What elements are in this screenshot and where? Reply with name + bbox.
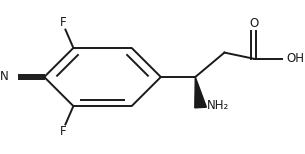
Text: F: F	[59, 16, 66, 29]
Polygon shape	[195, 77, 206, 108]
Text: OH: OH	[287, 52, 305, 65]
Text: N: N	[0, 71, 9, 83]
Text: F: F	[59, 125, 66, 138]
Text: O: O	[249, 17, 258, 30]
Text: NH₂: NH₂	[207, 99, 229, 112]
